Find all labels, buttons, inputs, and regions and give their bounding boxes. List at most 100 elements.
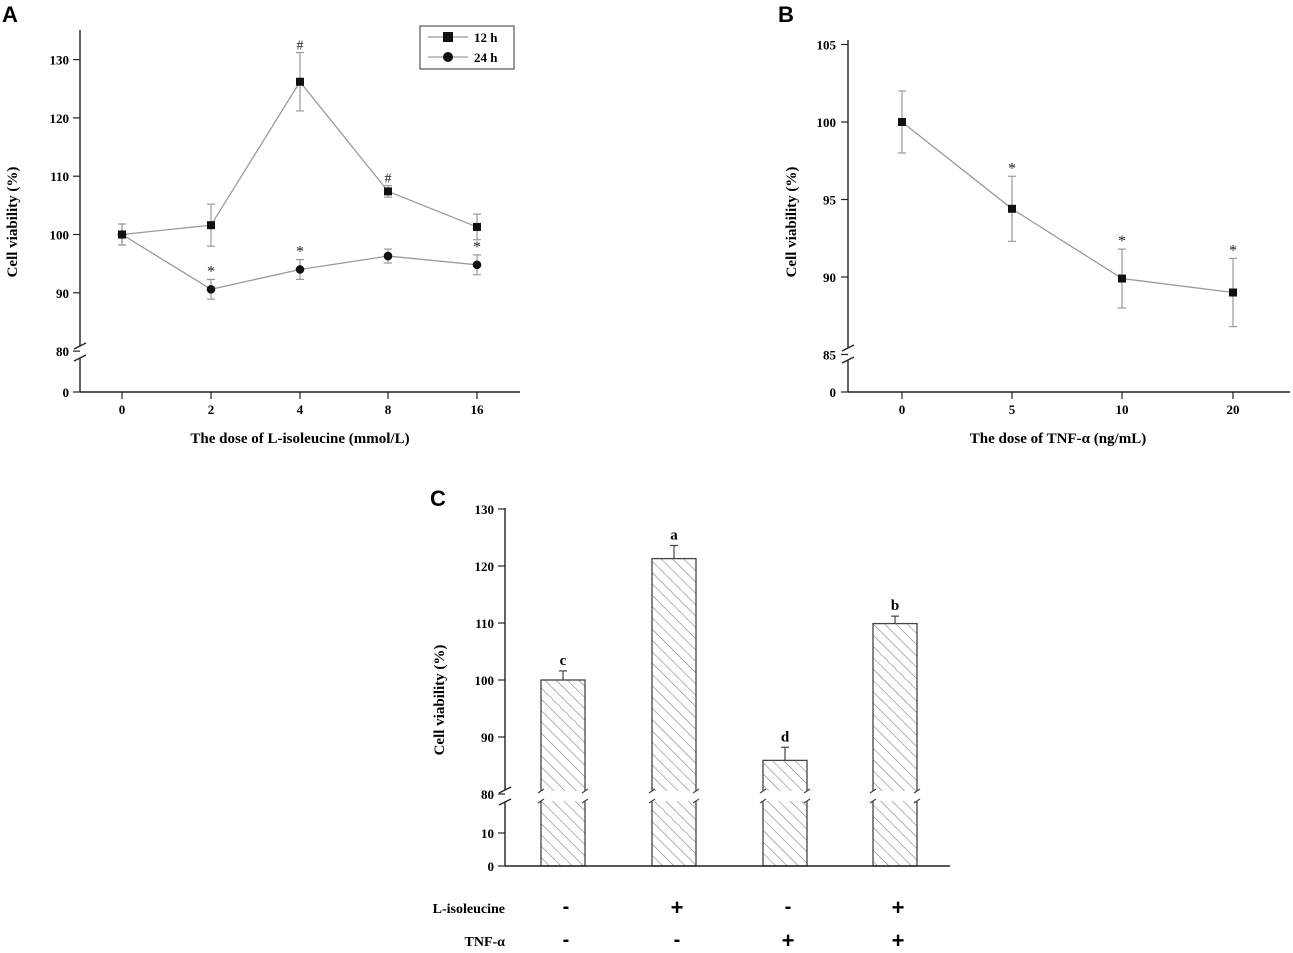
c-bar-break-mark [648, 798, 656, 804]
a-axis-break-mark [73, 354, 87, 362]
a-axis-break-mark [73, 342, 87, 350]
b-y-tick-label: 105 [817, 38, 837, 53]
a-legend-box [419, 25, 515, 70]
c-bar-letter: c [560, 653, 567, 669]
c-bar-break-mark [759, 798, 767, 804]
a-y-tick-label: 110 [50, 169, 69, 184]
c-bar-break-gap [539, 791, 587, 801]
c-bar-break-mark [692, 798, 700, 804]
c-treatment-row-label: L-isoleucine [433, 902, 505, 917]
b-point [1008, 204, 1016, 213]
c-bar-break-mark [803, 788, 811, 794]
c-bar-break-mark [803, 798, 811, 804]
a-legend-marker-24h [443, 52, 453, 62]
c-y-axis-label: Cell viability (%) [432, 645, 448, 756]
c-bar-break-mark [869, 798, 877, 804]
a-y-tick-label: 90 [56, 286, 69, 301]
c-bar-break-mark [869, 788, 877, 794]
c-treatment-sign: - [785, 896, 792, 918]
b-significance-mark: * [1118, 233, 1126, 250]
a-legend-label-12h: 12 h [474, 30, 498, 45]
b-y-tick-label: 100 [817, 115, 837, 130]
a-point-12h [473, 222, 481, 231]
c-y-tick-label: 90 [481, 730, 494, 745]
b-x-tick-label: 10 [1116, 402, 1129, 417]
b-point [1118, 274, 1126, 283]
a-significance-mark: # [297, 39, 304, 54]
c-treatment-sign: + [892, 928, 905, 953]
b-y-tick-label: 95 [823, 193, 837, 208]
a-point-24h [383, 251, 393, 261]
a-y-tick-label: 80 [56, 344, 69, 359]
a-significance-mark: * [296, 244, 304, 261]
a-legend: 12 h 24 h [419, 25, 515, 70]
c-treatment-sign: + [671, 895, 684, 920]
c-bar [872, 622, 918, 867]
a-point-24h [117, 230, 127, 239]
c-bar-break-mark [581, 788, 589, 794]
a-x-tick-label: 0 [119, 402, 126, 417]
a-y-tick-label: 100 [50, 228, 70, 243]
panel-a-letter: A [2, 2, 18, 27]
c-axis-break-mark [498, 798, 512, 806]
c-bar-break-mark [537, 788, 545, 794]
c-bar-letter: d [781, 729, 790, 745]
c-treatment-sign: - [563, 896, 570, 918]
c-y-tick-label: 110 [475, 616, 494, 631]
c-y-tick-label: 80 [481, 787, 494, 802]
c-bar-letter: a [670, 527, 678, 543]
b-y-tick-label: 0 [830, 385, 837, 400]
a-point-12h [296, 77, 304, 86]
b-point [1229, 288, 1237, 297]
c-y-tick-label: 100 [475, 673, 495, 688]
c-treatment-sign: - [563, 929, 570, 951]
a-x-tick-label: 16 [471, 402, 485, 417]
c-bar [651, 557, 697, 867]
c-bar-break-gap [650, 791, 698, 801]
b-axis-break-mark [841, 344, 855, 352]
a-point-24h [472, 260, 482, 270]
a-x-tick-label: 2 [208, 402, 215, 417]
b-x-tick-label: 20 [1227, 402, 1240, 417]
c-treatment-row-label: TNF-α [465, 935, 506, 950]
a-legend-marker-12h [443, 32, 453, 42]
c-y-tick-label: 0 [488, 859, 495, 874]
a-significance-mark: # [385, 172, 392, 187]
panel-c-letter: C [430, 486, 446, 511]
c-y-tick-label: 130 [475, 502, 495, 517]
panel-a: A 80 90 100 110 120 130 0 0 2 4 8 16 # # * * * The dos… [2, 2, 520, 447]
b-series-line [901, 121, 1234, 294]
c-y-tick-label: 10 [481, 826, 494, 841]
b-axis-break-mark [841, 356, 855, 364]
c-bar-break-mark [581, 798, 589, 804]
b-y-tick-label: 90 [823, 270, 836, 285]
a-y-tick-label: 120 [50, 111, 70, 126]
b-y-tick-label: 85 [823, 348, 837, 363]
b-x-tick-label: 0 [899, 402, 906, 417]
c-treatment-sign: + [892, 895, 905, 920]
c-treatment-sign: + [782, 928, 795, 953]
c-axis-break-mark [498, 786, 512, 794]
c-bar-break-mark [692, 788, 700, 794]
b-significance-mark: * [1008, 160, 1016, 177]
a-x-tick-label: 4 [297, 402, 304, 417]
c-bar-break-mark [648, 788, 656, 794]
c-bar-break-gap [871, 791, 919, 801]
c-bar [762, 759, 808, 867]
a-x-axis-label: The dose of L-isoleucine (mmol/L) [190, 431, 409, 447]
c-bar-break-mark [759, 788, 767, 794]
panel-b: B 85 90 95 100 105 0 0 5 10 20 * * * The dose of T… [778, 2, 1290, 447]
a-legend-label-24h: 24 h [474, 50, 498, 65]
a-significance-mark: * [207, 263, 215, 280]
c-bar-break-mark [913, 788, 921, 794]
a-y-axis-label: Cell viability (%) [5, 167, 21, 278]
c-treatment-sign: - [674, 929, 681, 951]
c-bar [540, 679, 586, 867]
a-y-tick-label: 130 [50, 53, 70, 68]
a-point-24h [295, 265, 305, 274]
panel-b-letter: B [778, 2, 794, 27]
a-point-12h [207, 221, 215, 230]
c-bar-letter: b [891, 598, 899, 614]
